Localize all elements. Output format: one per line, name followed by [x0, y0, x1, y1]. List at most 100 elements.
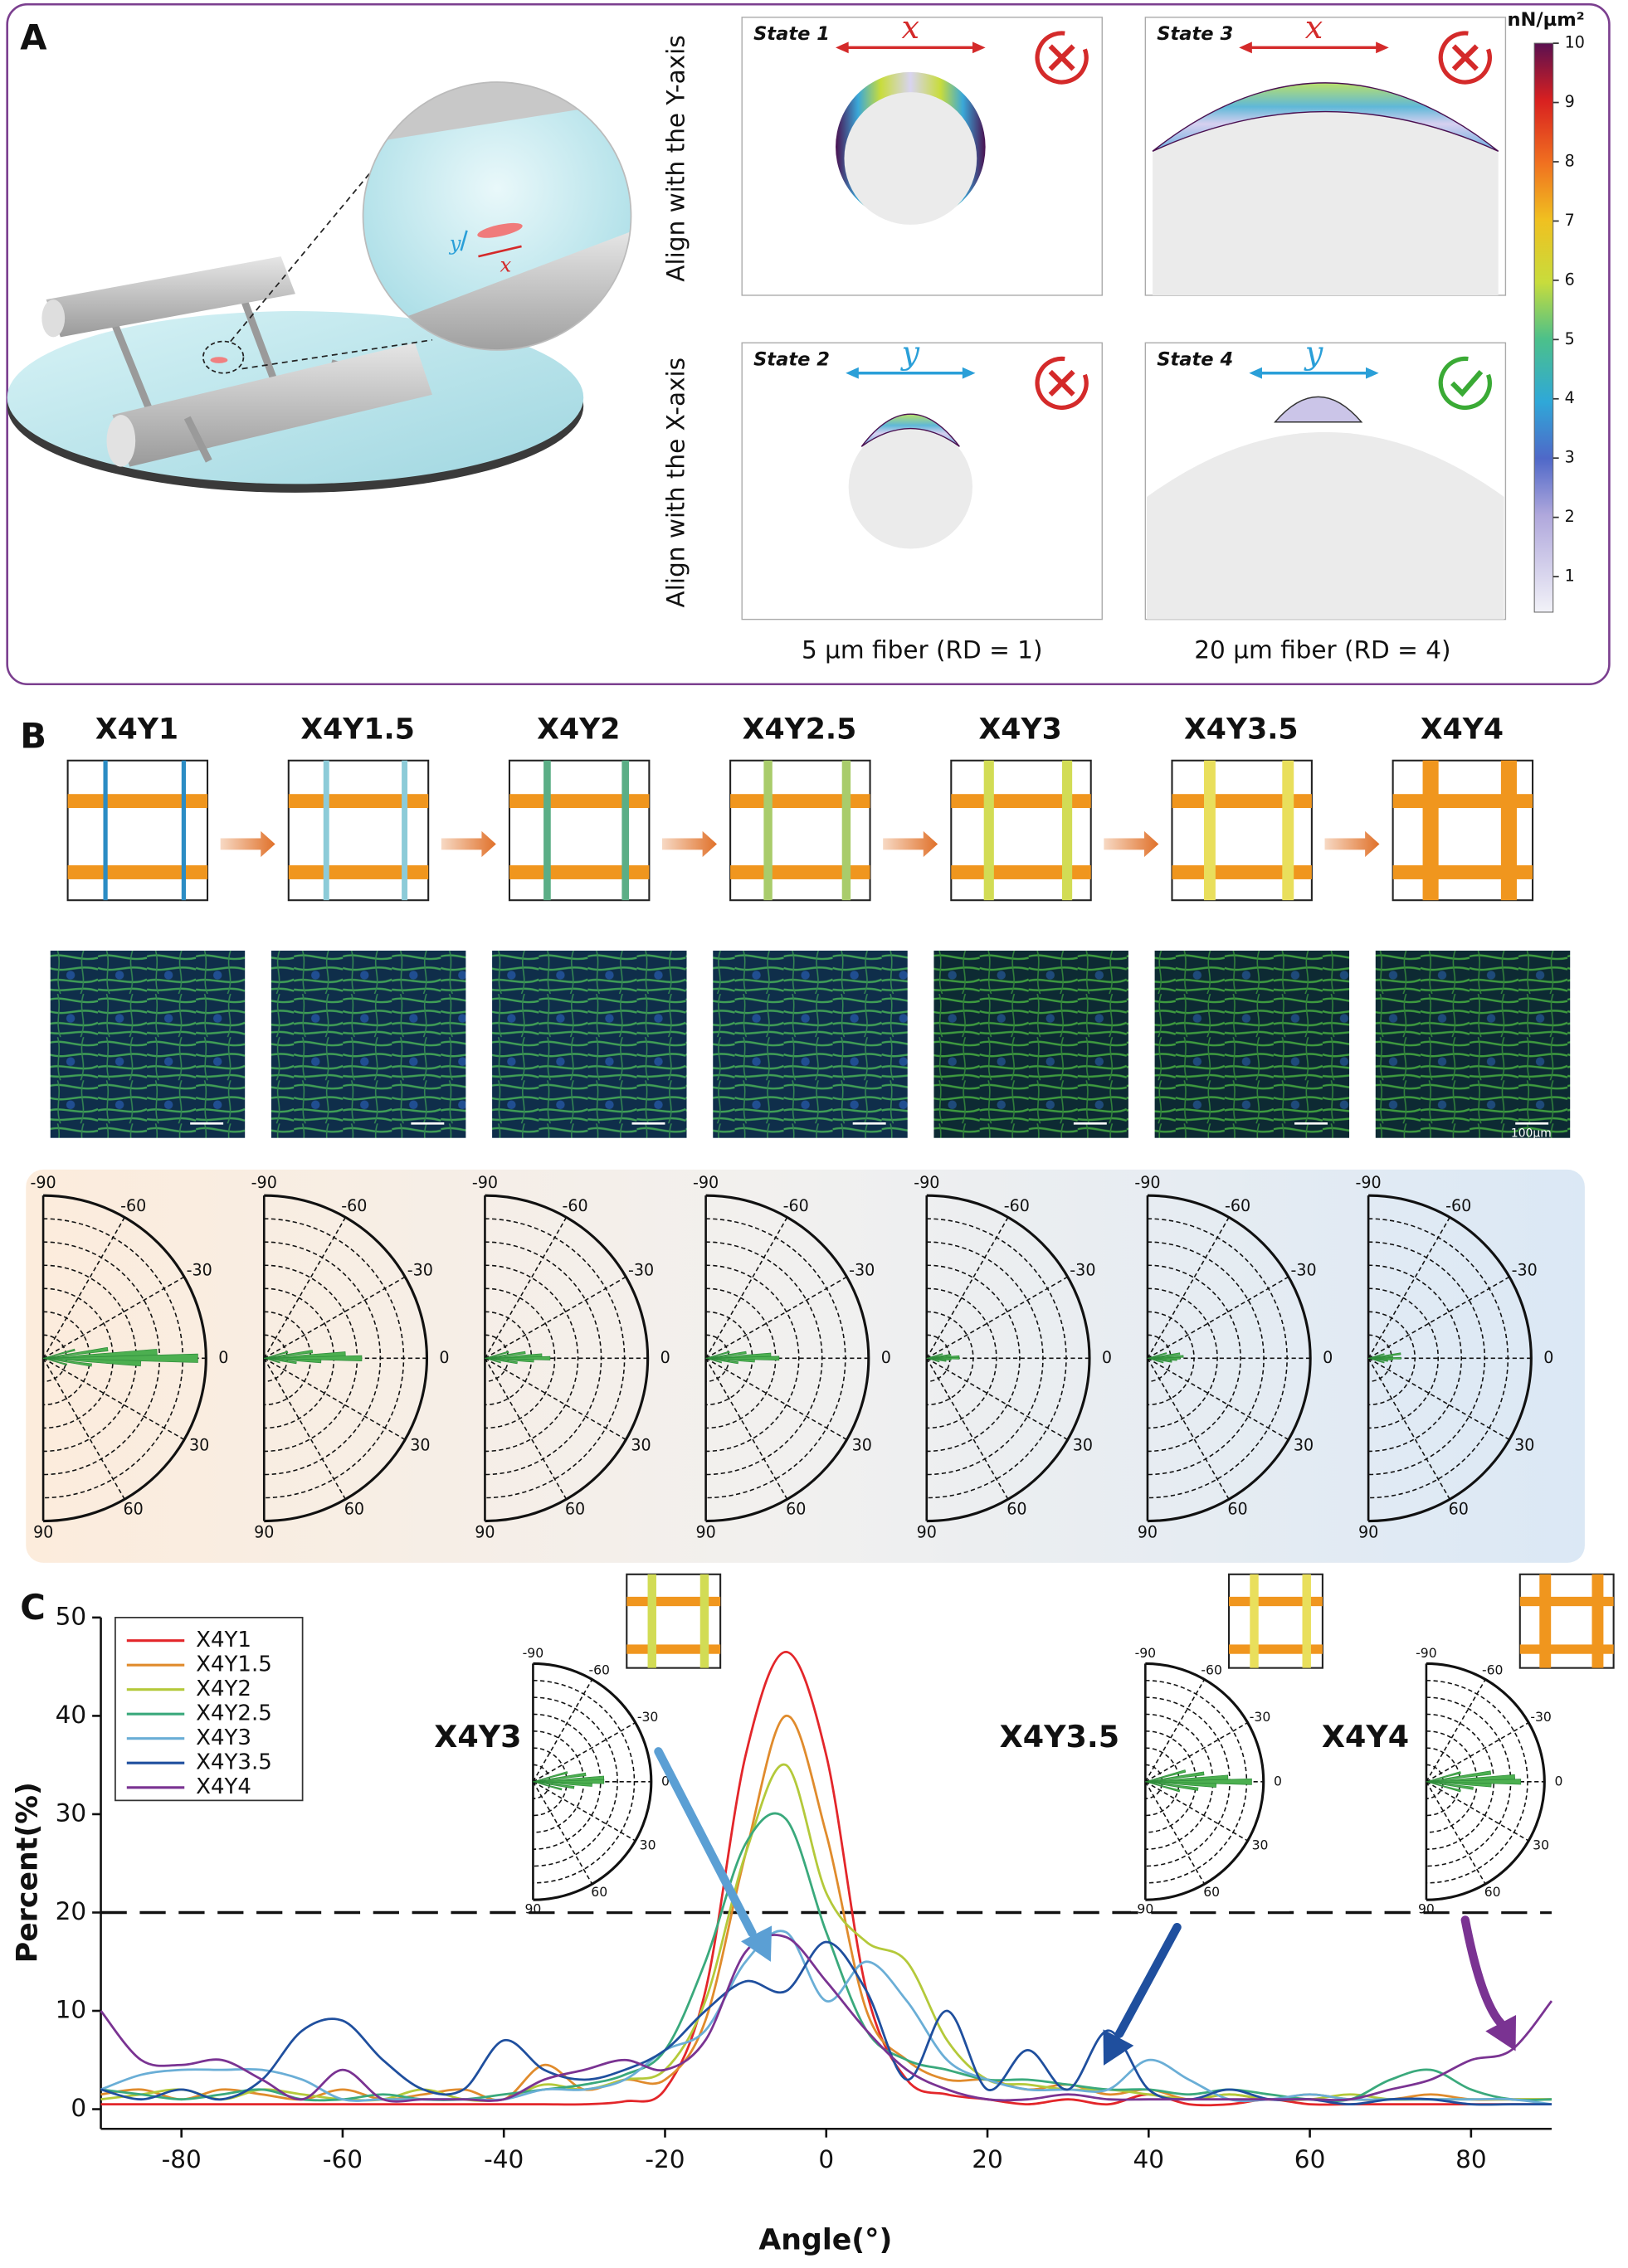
polar-tick-label: 30 [640, 1838, 656, 1853]
polar-tick-label: 30 [1294, 1435, 1314, 1454]
group-title: X4Y1.5 [300, 713, 415, 746]
rose-petal [1426, 1781, 1492, 1788]
rose-petal [42, 1348, 76, 1359]
x-tick-label: -40 [484, 2145, 524, 2173]
polar-tick-label: -90 [523, 1646, 544, 1661]
inset-label: X4Y3.5 [1000, 1719, 1119, 1755]
polar-ring [1368, 1264, 1462, 1453]
polar-grid-line [532, 1679, 593, 1783]
y-tick-label: 50 [56, 1602, 87, 1630]
result-icon [1035, 31, 1089, 85]
rose-petal [43, 1357, 142, 1367]
row-label: Align with the Y-axis [662, 35, 690, 281]
fiber-section [848, 425, 972, 549]
polar-grid-line [926, 1217, 1009, 1359]
rose-petal [533, 1781, 575, 1789]
polar-grid-line [1426, 1721, 1529, 1783]
scheme-bar-v [543, 760, 551, 901]
cross-mark [1451, 44, 1479, 71]
polar-ring [1147, 1287, 1218, 1429]
polar-tick-label: -90 [1134, 1173, 1160, 1192]
rod [183, 416, 212, 463]
micrograph [933, 950, 1128, 1138]
rose-petal [1145, 1781, 1181, 1793]
rose-petal [485, 1358, 501, 1364]
group-title: X4Y1 [95, 713, 178, 746]
colorbar [1533, 42, 1554, 613]
polar-grid-line [42, 1357, 125, 1500]
polar-ring [1426, 1764, 1444, 1799]
polar-tick-label: 0 [1543, 1348, 1553, 1367]
polar-tick-label: -90 [1135, 1646, 1157, 1661]
panel-label: A [20, 17, 47, 58]
legend-label: X4Y4 [196, 1774, 251, 1799]
polar-grid-line [1426, 1781, 1486, 1885]
polar-grid-line [485, 1276, 626, 1360]
x-tick-label: 0 [818, 2145, 834, 2173]
step-arrow [883, 830, 938, 858]
stress-band [1274, 396, 1363, 423]
rose-petal [42, 1358, 68, 1366]
rose-petal [1147, 1352, 1167, 1359]
polar-tick-label: -30 [1512, 1260, 1538, 1279]
polar-grid-line [1147, 1217, 1230, 1359]
polar-tick-label: 0 [1102, 1348, 1112, 1367]
polar-ring [485, 1264, 578, 1453]
polar-grid-line [263, 1357, 347, 1500]
series-line [100, 1715, 1552, 2102]
polar-tick-label: 90 [917, 1523, 937, 1542]
arrow-head [1249, 367, 1262, 379]
polar-tick-label: 60 [1484, 1885, 1501, 1900]
polar-tick-label: -60 [120, 1196, 146, 1215]
polar-tick-label: 30 [410, 1435, 430, 1454]
arrow-head [962, 367, 976, 379]
micrograph-tint [1375, 950, 1571, 1138]
polar-ring [533, 1730, 584, 1833]
panel-label: B [20, 716, 46, 757]
micrograph-tint [933, 950, 1128, 1138]
rose-petal [264, 1357, 297, 1365]
polar-grid-line [704, 1357, 788, 1500]
polar-grid-line [1147, 1357, 1230, 1500]
direction-label: y [1304, 335, 1323, 372]
arrow-head [1239, 41, 1252, 54]
fiber-section [1153, 111, 1499, 295]
scheme-bar-v [983, 760, 994, 901]
polar-tick-label: 60 [1203, 1885, 1220, 1900]
scheme-bar-h [626, 1596, 721, 1607]
polar-grid-line [705, 1276, 847, 1360]
series-line [100, 1940, 1552, 2106]
rose-petal [705, 1351, 747, 1359]
colorbar-tick-label: 9 [1565, 92, 1575, 111]
arrow-head [1365, 367, 1379, 379]
fiber-section [1147, 431, 1504, 620]
arrow-head [846, 367, 859, 379]
row-label: Align with the X-axis [662, 358, 690, 608]
polar-tick-label: 60 [786, 1499, 806, 1518]
polar-tick-label: -30 [1070, 1260, 1095, 1279]
micrograph [1154, 950, 1350, 1138]
micrograph-tint [713, 950, 908, 1138]
polar-grid-line [42, 1357, 185, 1441]
arrow-head [972, 41, 986, 54]
step-arrow [661, 830, 717, 858]
micrograph [713, 950, 908, 1138]
series-line [100, 1934, 1553, 2103]
scheme-bar-v [402, 760, 408, 901]
polar-ring [485, 1287, 556, 1429]
direction-label: x [1305, 10, 1323, 46]
polar-ring [533, 1713, 602, 1850]
polar-tick-label: 30 [189, 1435, 209, 1454]
group-title: X4Y3 [979, 713, 1062, 746]
polar-tick-label: 90 [695, 1523, 715, 1542]
polar-tick-label: 90 [1138, 1523, 1158, 1542]
polar-ring [705, 1264, 799, 1453]
scale-bar-label: 100µm [1511, 1127, 1552, 1140]
scheme-bar-v [1062, 760, 1073, 901]
polar-tick-label: 60 [1227, 1499, 1247, 1518]
y-tick-label: 10 [56, 1996, 87, 2024]
polar-tick-label: 0 [660, 1348, 670, 1367]
arrow-head [1376, 41, 1389, 54]
polar-tick-label: -90 [31, 1173, 56, 1192]
polar-tick-label: -60 [588, 1663, 610, 1678]
